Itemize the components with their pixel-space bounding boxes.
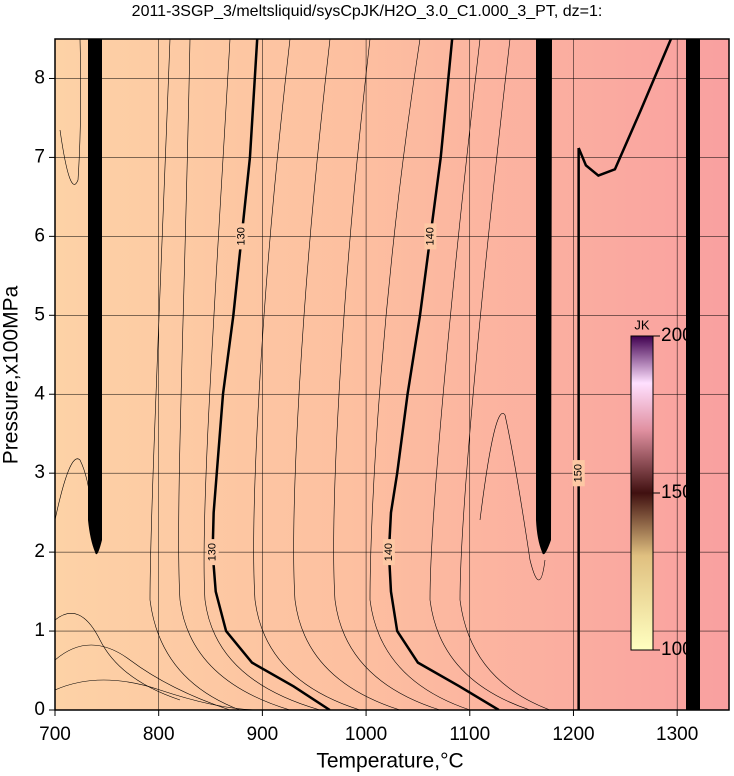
plot-frame xyxy=(54,38,730,711)
y-tick-label: 2 xyxy=(34,541,45,562)
colorbar-tick-label: 150 xyxy=(661,482,693,503)
colorbar-tick-label: 200 xyxy=(661,325,693,346)
x-tick-label: 800 xyxy=(143,724,175,745)
x-tick-label: 1200 xyxy=(552,724,594,745)
y-tick-label: 3 xyxy=(34,462,45,483)
contour-label: 130 xyxy=(207,543,219,561)
colorbar-label: JK xyxy=(634,317,650,332)
x-tick-label: 900 xyxy=(247,724,279,745)
y-tick-label: 6 xyxy=(34,225,45,246)
x-tick-label: 1300 xyxy=(656,724,698,745)
contour-label-bg xyxy=(206,539,219,566)
dense-contour-bands xyxy=(88,39,700,710)
x-tick-label: 1000 xyxy=(345,724,387,745)
contour-label: 150 xyxy=(573,464,585,482)
plot-area: 130 130 140 140 150 150 xyxy=(55,39,729,710)
x-tick-label: 1100 xyxy=(449,724,490,745)
y-tick-label: 4 xyxy=(34,383,45,404)
y-tick-label: 1 xyxy=(34,620,45,641)
colorbar xyxy=(630,335,654,651)
contour-label: 130 xyxy=(236,227,248,245)
y-tick-label: 7 xyxy=(34,146,45,167)
chart-title: 2011-3SGP_3/meltsliquid/sysCpJK/H2O_3.0_… xyxy=(132,3,603,20)
y-tick-label: 8 xyxy=(34,67,45,88)
contour-line xyxy=(577,39,673,177)
y-tick-label: 0 xyxy=(34,699,45,720)
x-axis-label: Temperature,°C xyxy=(316,750,463,773)
thin-contours xyxy=(55,39,551,710)
contour-label: 140 xyxy=(383,543,395,561)
contour-label-bg xyxy=(424,223,437,250)
y-axis-label: Pressure,x100MPa xyxy=(0,285,23,464)
y-tick-label: 5 xyxy=(34,304,45,325)
contour-label-bg xyxy=(572,460,585,487)
colorbar-tick-label: 100 xyxy=(661,639,693,660)
contour-label-bg xyxy=(235,223,248,250)
x-tick-label: 700 xyxy=(39,724,71,745)
contour-label: 140 xyxy=(424,227,436,245)
contour-label-bg xyxy=(382,539,395,566)
